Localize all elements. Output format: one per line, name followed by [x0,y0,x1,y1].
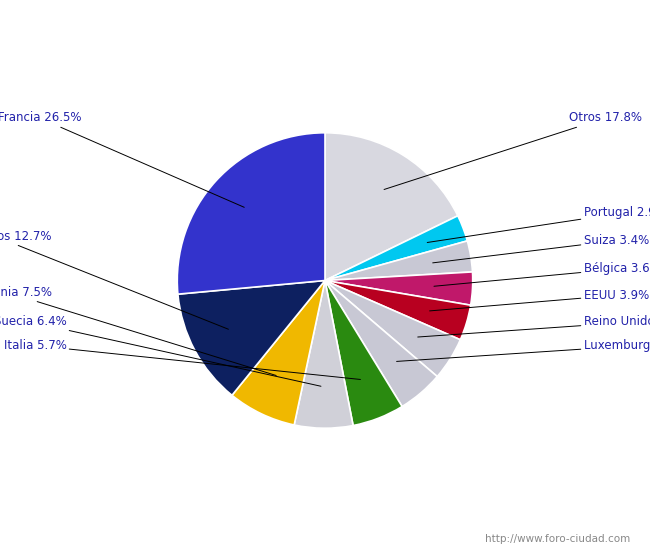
Text: Baena - Turistas extranjeros según país - Abril de 2024: Baena - Turistas extranjeros según país … [105,10,545,26]
Wedge shape [232,280,325,425]
Wedge shape [178,280,325,395]
Text: Suecia 6.4%: Suecia 6.4% [0,315,321,386]
Text: http://www.foro-ciudad.com: http://www.foro-ciudad.com [486,535,630,544]
Wedge shape [325,280,460,377]
Text: Países Bajos 12.7%: Países Bajos 12.7% [0,230,228,329]
Text: Italia 5.7%: Italia 5.7% [4,339,361,380]
Text: Francia 26.5%: Francia 26.5% [0,112,244,207]
Wedge shape [325,280,471,340]
Text: Reino Unido 4.7%: Reino Unido 4.7% [418,315,650,337]
Text: Portugal 2.9%: Portugal 2.9% [427,206,650,243]
Text: EEUU 3.9%: EEUU 3.9% [430,289,649,311]
Wedge shape [325,216,467,280]
Text: Alemania 7.5%: Alemania 7.5% [0,286,276,376]
Wedge shape [325,280,402,426]
Text: Otros 17.8%: Otros 17.8% [384,112,642,190]
Wedge shape [325,280,437,406]
Text: Suiza 3.4%: Suiza 3.4% [433,234,649,263]
Text: Bélgica 3.6%: Bélgica 3.6% [434,262,650,286]
Wedge shape [325,133,458,280]
Wedge shape [325,272,473,305]
Wedge shape [177,133,325,294]
Wedge shape [294,280,353,428]
Text: Luxemburgo 5.0%: Luxemburgo 5.0% [396,339,650,361]
Wedge shape [325,241,473,280]
